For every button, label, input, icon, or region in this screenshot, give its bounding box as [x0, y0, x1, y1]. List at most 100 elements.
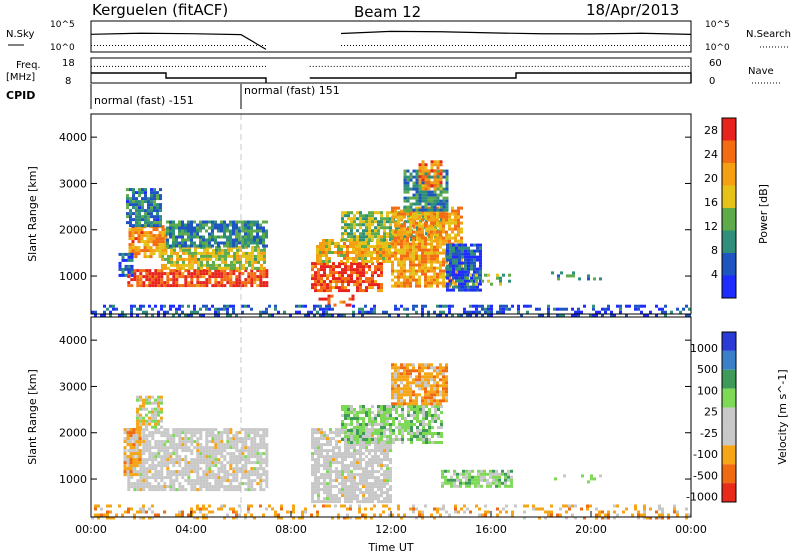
velocity-cell — [394, 390, 397, 394]
velocity-cell — [386, 476, 389, 480]
power-cell — [362, 229, 365, 233]
power-cell — [409, 178, 413, 182]
power-cell — [352, 313, 355, 317]
power-cell — [323, 262, 326, 266]
power-cell — [380, 220, 383, 224]
velocity-cell — [413, 423, 416, 426]
power-cell — [337, 248, 340, 251]
velocity-cell — [323, 467, 326, 471]
power-cell — [194, 257, 197, 261]
power-cell — [145, 272, 149, 276]
power-cell — [215, 245, 218, 249]
velocity-cell — [184, 479, 188, 483]
power-cell — [439, 221, 442, 225]
power-cell — [202, 238, 205, 242]
power-cell — [362, 268, 365, 272]
power-cell — [457, 218, 460, 222]
velocity-cell — [320, 500, 323, 504]
velocity-cell — [259, 443, 263, 447]
power-cell — [172, 313, 175, 317]
velocity-cell — [450, 484, 453, 488]
power-cell — [128, 246, 132, 250]
velocity-cell — [332, 485, 335, 489]
power-cell — [233, 266, 236, 270]
velocity-cell — [244, 446, 248, 450]
velocity-cell — [412, 390, 415, 394]
velocity-cell — [362, 443, 365, 447]
power-cell — [640, 304, 643, 308]
power-cell — [458, 249, 461, 253]
power-cell — [436, 230, 439, 234]
power-cell — [127, 275, 131, 279]
power-cell — [132, 224, 135, 228]
velocity-cell — [127, 464, 131, 468]
velocity-cell — [365, 464, 368, 468]
power-cell — [169, 284, 173, 288]
velocity-cell — [326, 500, 329, 504]
velocity-cell — [371, 420, 374, 423]
velocity-cell — [356, 417, 359, 420]
power-cell — [373, 251, 376, 254]
velocity-cell — [409, 375, 412, 379]
velocity-cell — [229, 464, 233, 468]
power-cell — [134, 255, 138, 259]
power-cell — [421, 236, 424, 240]
velocity-cell — [205, 443, 209, 447]
power-cell — [151, 284, 155, 288]
velocity-cell — [138, 428, 142, 432]
power-cell — [361, 260, 364, 263]
power-cell — [449, 270, 452, 274]
velocity-cell — [326, 485, 329, 489]
power-cell — [154, 284, 158, 288]
power-cell — [458, 261, 461, 265]
velocity-cell — [220, 431, 224, 435]
velocity-cell — [442, 393, 445, 397]
power-cell — [137, 228, 141, 232]
velocity-cell — [132, 452, 136, 456]
power-cell — [418, 242, 421, 246]
power-cell — [241, 284, 245, 288]
velocity-cell — [329, 431, 332, 435]
velocity-cell — [353, 467, 356, 471]
power-cell — [172, 235, 175, 239]
power-cell — [326, 274, 329, 278]
power-cell — [439, 175, 443, 179]
power-cell — [433, 275, 436, 279]
power-cell — [397, 281, 400, 285]
velocity-cell — [418, 393, 421, 397]
power-cell — [190, 238, 193, 242]
power-cell — [505, 304, 508, 308]
velocity-cell — [232, 440, 236, 444]
power-cell — [589, 313, 592, 317]
power-cell — [319, 251, 322, 254]
velocity-cell — [193, 479, 197, 483]
velocity-cell — [193, 431, 197, 435]
velocity-cell — [311, 497, 314, 501]
power-cell — [415, 221, 418, 225]
power-cell — [643, 313, 646, 317]
power-cell — [160, 307, 163, 311]
power-cell — [445, 304, 448, 308]
velocity-cell — [229, 443, 233, 447]
power-cell — [439, 263, 442, 267]
power-cell — [433, 160, 437, 164]
power-cell — [190, 229, 193, 233]
velocity-cell — [311, 455, 314, 459]
power-cell — [415, 172, 419, 176]
power-cell — [202, 244, 205, 248]
power-cell — [226, 307, 229, 311]
velocity-cell — [418, 375, 421, 379]
power-cell — [362, 238, 365, 242]
power-cell — [322, 239, 325, 242]
power-cell — [373, 310, 376, 314]
velocity-cell — [154, 443, 158, 447]
power-cell — [143, 255, 147, 259]
power-cell — [458, 258, 461, 262]
velocity-cell — [444, 481, 447, 485]
velocity-cell — [371, 449, 374, 453]
velocity-cell — [317, 458, 320, 462]
velocity-cell — [211, 485, 215, 489]
velocity-cell — [154, 398, 157, 402]
power-cell — [304, 313, 307, 317]
power-cell — [421, 307, 424, 311]
